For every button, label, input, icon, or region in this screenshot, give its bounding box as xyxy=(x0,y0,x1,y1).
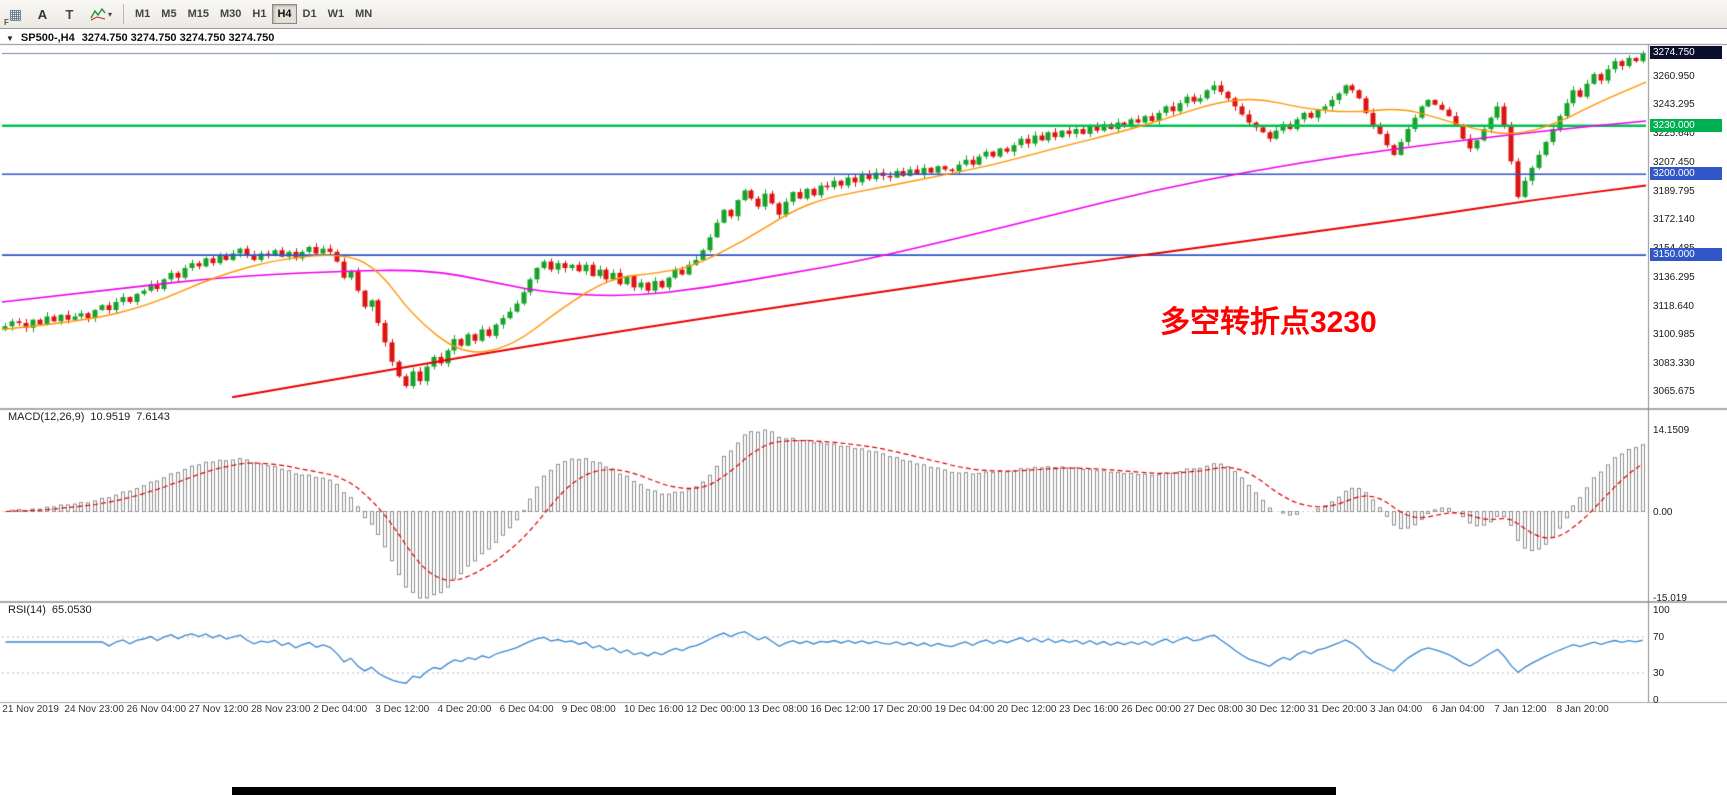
time-axis-label: 3 Jan 04:00 xyxy=(1369,704,1423,715)
chart-title: ▼ SP500-,H4 3274.750 3274.750 3274.750 3… xyxy=(6,32,274,44)
macd-signal-value: 7.6143 xyxy=(136,411,170,423)
time-axis-label: 31 Dec 20:00 xyxy=(1307,704,1368,715)
text-label-button[interactable]: T xyxy=(56,2,83,27)
time-axis-label: 12 Dec 00:00 xyxy=(686,704,746,715)
toolbar-separator xyxy=(123,4,124,24)
time-axis-label: 17 Dec 20:00 xyxy=(872,704,933,715)
rsi-name: RSI(14) xyxy=(8,604,46,616)
time-axis-label: 30 Dec 12:00 xyxy=(1245,704,1306,715)
macd-scale-tick: -15.019 xyxy=(1653,593,1687,604)
price-level-badge: 3150.000 xyxy=(1650,248,1722,262)
rsi-scale-tick: 100 xyxy=(1653,605,1670,616)
timeframe-group: M1 M5 M15 M30 H1 H4 D1 W1 MN xyxy=(130,4,377,24)
taskbar-fragment xyxy=(232,787,1336,795)
text-annotation-icon: A xyxy=(37,6,48,22)
charts-grid-button[interactable]: ▦ F xyxy=(2,2,29,27)
indicator-zigzag-icon xyxy=(90,7,106,21)
price-tick: 3260.950 xyxy=(1653,70,1695,82)
timeframe-h4[interactable]: H4 xyxy=(272,4,297,24)
time-axis-label: 2 Dec 04:00 xyxy=(313,704,368,715)
macd-name: MACD(12,26,9) xyxy=(8,411,85,423)
rsi-scale-tick: 30 xyxy=(1653,668,1665,679)
time-axis-label: 20 Dec 12:00 xyxy=(996,704,1057,715)
rsi-indicator-label: RSI(14) 65.0530 xyxy=(8,604,92,616)
ohlc-values: 3274.750 3274.750 3274.750 3274.750 xyxy=(81,32,275,44)
rsi-scale-tick: 0 xyxy=(1653,695,1659,706)
indicators-button[interactable]: ▾ xyxy=(83,2,119,27)
price-tick: 3207.450 xyxy=(1653,157,1695,169)
price-tick: 3118.640 xyxy=(1653,300,1694,312)
macd-main-value: 10.9519 xyxy=(90,411,131,423)
time-axis[interactable]: 21 Nov 2019 24 Nov 23:00 26 Nov 04:00 27 No… xyxy=(0,704,1727,720)
collapse-arrow-icon: ▼ xyxy=(6,33,14,43)
time-axis-label: 6 Dec 04:00 xyxy=(499,704,554,715)
time-axis-label: 26 Nov 04:00 xyxy=(126,704,187,715)
macd-scale-tick: 14.1509 xyxy=(1653,425,1690,436)
time-axis-label: 6 Jan 04:00 xyxy=(1432,704,1485,715)
timeframe-m5[interactable]: M5 xyxy=(161,8,177,20)
price-level-badge: 3200.000 xyxy=(1650,167,1722,181)
price-tick: 3243.295 xyxy=(1653,99,1695,111)
time-axis-label: 8 Jan 20:00 xyxy=(1556,704,1609,715)
text-annotation-button[interactable]: A xyxy=(29,2,56,27)
time-axis-label: 27 Dec 08:00 xyxy=(1183,704,1243,715)
macd-scale-tick: 0.00 xyxy=(1653,506,1673,518)
price-tick: 3225.640 xyxy=(1653,127,1695,139)
time-axis-label: 7 Jan 12:00 xyxy=(1494,704,1547,715)
price-tick: 3189.795 xyxy=(1653,185,1695,197)
price-tick: 3065.675 xyxy=(1653,386,1695,398)
timeframe-mn[interactable]: MN xyxy=(355,8,373,20)
time-axis-label: 16 Dec 12:00 xyxy=(810,704,870,715)
chart-text-annotation: 多空转折点3230 xyxy=(1160,306,1377,339)
price-level-badge: 3230.000 xyxy=(1650,118,1722,132)
price-tick: 3136.295 xyxy=(1653,272,1695,284)
chart-canvas[interactable] xyxy=(0,30,1727,795)
timeframe-m15[interactable]: M15 xyxy=(187,8,209,20)
price-scale[interactable]: 3260.950 3243.295 3225.640 3207.450 3189.795… xyxy=(1650,0,1727,795)
price-tick: 3100.985 xyxy=(1653,329,1695,341)
time-axis-label: 4 Dec 20:00 xyxy=(437,704,492,715)
time-axis-label: 23 Dec 16:00 xyxy=(1059,704,1119,715)
symbol-period-label: SP500-,H4 xyxy=(20,32,75,44)
time-axis-label: 19 Dec 04:00 xyxy=(934,704,995,715)
toolbar: ▦ F A T ▾ M1 M5 M15 M30 H1 H4 D1 W1 MN xyxy=(0,0,1727,29)
rsi-value: 65.0530 xyxy=(51,604,92,616)
charts-grid-sub-label: F xyxy=(4,17,9,27)
price-tick: 3083.330 xyxy=(1653,357,1695,369)
charts-grid-icon: ▦ xyxy=(8,5,23,22)
current-price-badge: 3274.750 xyxy=(1650,46,1722,60)
time-axis-label: 28 Nov 23:00 xyxy=(250,704,311,715)
timeframe-h1[interactable]: H1 xyxy=(252,8,267,20)
price-tick: 3172.140 xyxy=(1653,214,1695,226)
time-axis-label: 27 Nov 12:00 xyxy=(188,704,249,715)
timeframe-d1[interactable]: D1 xyxy=(302,8,317,20)
timeframe-w1[interactable]: W1 xyxy=(327,8,345,20)
timeframe-m1[interactable]: M1 xyxy=(135,8,151,20)
time-axis-label: 3 Dec 12:00 xyxy=(375,704,430,715)
time-axis-label: 9 Dec 08:00 xyxy=(561,704,616,715)
macd-indicator-label: MACD(12,26,9) 10.9519 7.6143 xyxy=(8,411,170,423)
time-axis-label: 21 Nov 2019 xyxy=(2,704,59,715)
indicators-dropdown-icon: ▾ xyxy=(107,9,112,19)
time-axis-label: 24 Nov 23:00 xyxy=(64,704,124,715)
time-axis-label: 13 Dec 08:00 xyxy=(748,704,808,715)
time-axis-label: 10 Dec 16:00 xyxy=(623,704,684,715)
time-axis-label: 26 Dec 00:00 xyxy=(1121,704,1181,715)
text-label-icon: T xyxy=(65,6,74,22)
timeframe-m30[interactable]: M30 xyxy=(219,8,242,20)
rsi-scale-tick: 70 xyxy=(1653,632,1665,643)
